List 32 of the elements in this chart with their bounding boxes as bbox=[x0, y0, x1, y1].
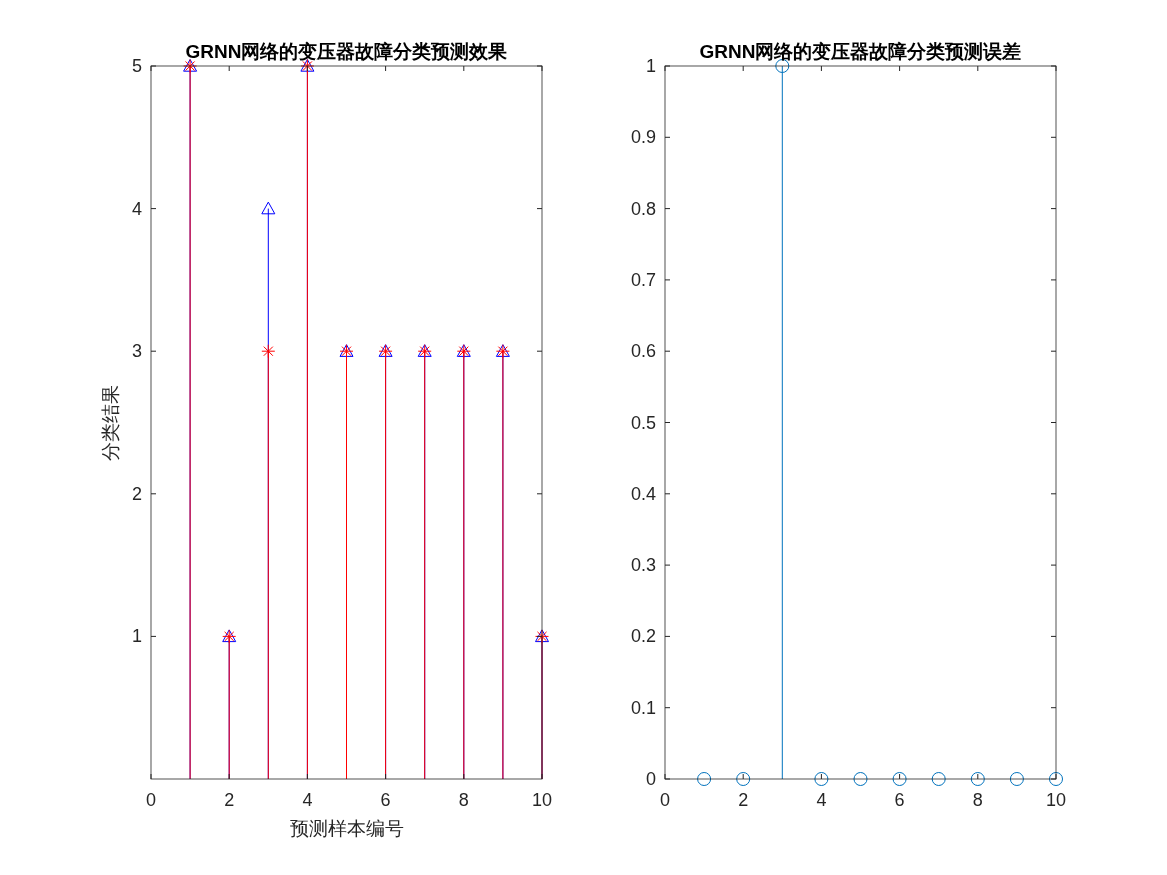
y-tick-label: 1 bbox=[645, 56, 656, 76]
y-axis-title: 分类结果 bbox=[100, 384, 121, 461]
x-tick-label: 0 bbox=[145, 790, 157, 810]
y-tick-label: 1 bbox=[131, 626, 142, 647]
y-tick-label: 3 bbox=[131, 341, 142, 362]
y-tick-label: 0 bbox=[645, 769, 656, 789]
y-tick-label: 0.8 bbox=[630, 198, 656, 219]
x-tick-label: 2 bbox=[224, 790, 235, 810]
chart-title: GRNN网络的变压器故障分类预测误差 bbox=[699, 41, 1022, 62]
y-tick-label: 0.2 bbox=[630, 626, 656, 647]
x-tick-label: 2 bbox=[738, 790, 749, 810]
y-tick-label: 5 bbox=[131, 56, 142, 76]
x-axis-title: 预测样本编号 bbox=[289, 818, 404, 839]
y-tick-label: 2 bbox=[131, 483, 142, 504]
y-tick-label: 0.1 bbox=[630, 697, 656, 718]
y-tick-label: 0.7 bbox=[630, 269, 656, 290]
x-tick-label: 4 bbox=[302, 790, 313, 810]
x-tick-label: 6 bbox=[894, 790, 905, 810]
x-tick-label: 10 bbox=[1045, 790, 1067, 810]
x-tick-label: 6 bbox=[380, 790, 391, 810]
y-tick-label: 0.9 bbox=[630, 127, 656, 148]
y-tick-label: 4 bbox=[131, 198, 142, 219]
x-tick-label: 4 bbox=[816, 790, 827, 810]
y-tick-label: 0.4 bbox=[630, 483, 656, 504]
y-tick-label: 0.6 bbox=[630, 341, 656, 362]
y-tick-label: 0.3 bbox=[630, 555, 656, 576]
x-tick-label: 10 bbox=[531, 790, 553, 810]
x-tick-label: 8 bbox=[458, 790, 469, 810]
chart-title: GRNN网络的变压器故障分类预测效果 bbox=[185, 41, 509, 62]
x-tick-label: 0 bbox=[659, 790, 671, 810]
x-tick-label: 8 bbox=[972, 790, 983, 810]
y-tick-label: 0.5 bbox=[630, 412, 656, 433]
